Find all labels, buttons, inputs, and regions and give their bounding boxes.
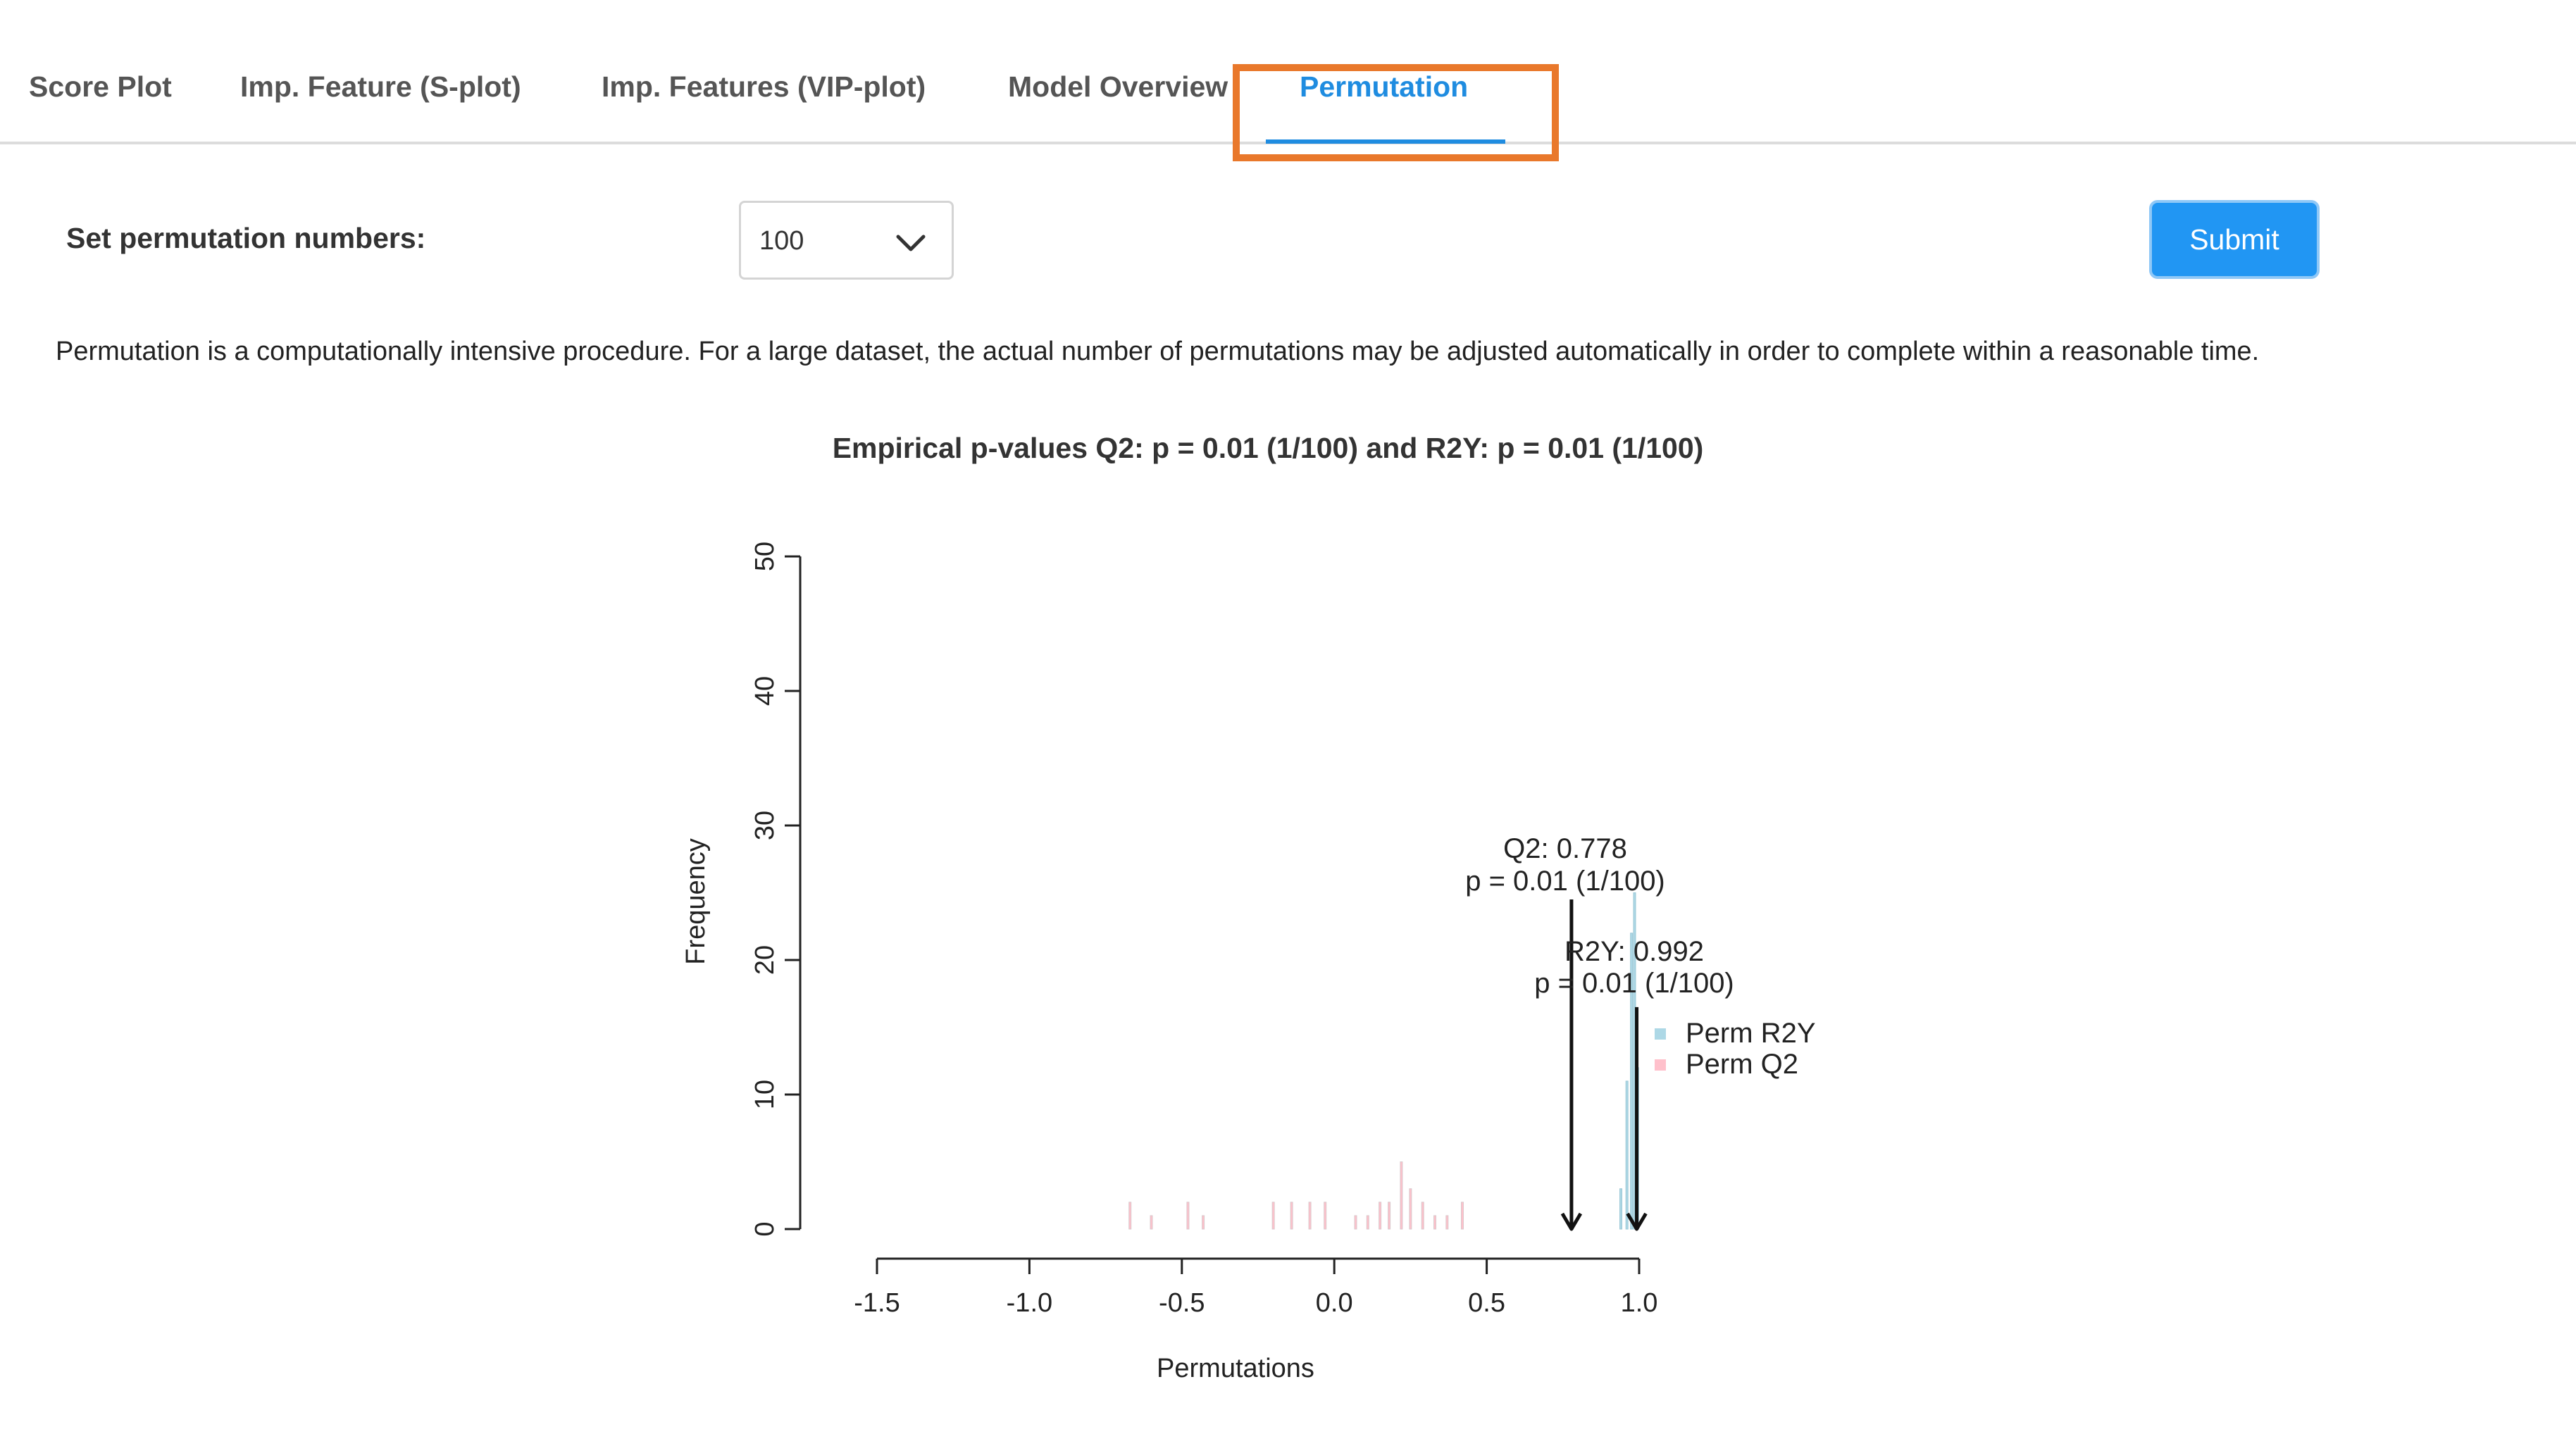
perm-r2y-bar [1625, 1080, 1629, 1230]
perm-q2-bar [1433, 1215, 1437, 1230]
permutation-note: Permutation is a computationally intensi… [56, 337, 2260, 366]
perm-q2-bar [1308, 1202, 1312, 1230]
x-tick-label: 0.0 [1316, 1288, 1353, 1318]
perm-q2-bar [1421, 1202, 1424, 1230]
tab-permutation[interactable]: Permutation [1300, 70, 1469, 103]
tab-vip-plot[interactable]: Imp. Features (VIP-plot) [602, 70, 926, 103]
x-tick-label: 0.5 [1468, 1288, 1505, 1318]
x-axis-title: Permutations [1157, 1354, 1314, 1383]
permutation-select-value: 100 [759, 226, 804, 256]
perm-q2-bar [1400, 1161, 1403, 1230]
legend-swatch [1655, 1059, 1666, 1071]
perm-q2-bar [1366, 1215, 1369, 1230]
y-axis-title: Frequency [681, 838, 711, 965]
perm-q2-bar [1128, 1202, 1132, 1230]
q2-arrow-head [1560, 1212, 1583, 1231]
y-tick-label: 50 [750, 542, 780, 571]
perm-q2-bar [1271, 1202, 1275, 1230]
perm-r2y-bar [1619, 1188, 1623, 1230]
y-tick-label: 30 [750, 811, 780, 840]
q2-annotation-value: Q2: 0.778 [1503, 833, 1627, 864]
legend-swatch [1655, 1028, 1666, 1040]
submit-button[interactable]: Submit [2149, 200, 2320, 279]
x-tick-label: -0.5 [1159, 1288, 1205, 1318]
tab-highlight-box [1233, 64, 1559, 161]
active-tab-indicator [1266, 139, 1505, 144]
perm-q2-bar [1460, 1202, 1464, 1230]
perm-q2-bar [1324, 1202, 1327, 1230]
y-tick-label: 20 [750, 945, 780, 975]
x-tick-label: -1.0 [1007, 1288, 1052, 1318]
perm-q2-bar [1379, 1202, 1382, 1230]
perm-q2-bar [1409, 1188, 1412, 1230]
legend-label: Perm Q2 [1686, 1049, 1798, 1080]
perm-q2-bar [1202, 1215, 1205, 1230]
permutation-number-select[interactable]: 100 [739, 201, 954, 280]
perm-q2-bar [1150, 1215, 1153, 1230]
y-tick-label: 10 [750, 1080, 780, 1109]
y-tick-label: 40 [750, 676, 780, 706]
tab-score-plot[interactable]: Score Plot [29, 70, 172, 103]
legend-label: Perm R2Y [1686, 1018, 1816, 1049]
x-tick-label: 1.0 [1621, 1288, 1658, 1318]
perm-q2-bar [1290, 1202, 1293, 1230]
y-tick-label: 0 [750, 1221, 780, 1236]
histogram-bars [1128, 892, 1639, 1230]
r2y-annotation-pvalue: p = 0.01 (1/100) [1534, 968, 1734, 999]
permutation-number-label: Set permutation numbers: [66, 222, 426, 254]
x-tick-label: -1.5 [854, 1288, 900, 1318]
r2y-annotation-value: R2Y: 0.992 [1564, 936, 1704, 967]
tab-bar: Score Plot Imp. Feature (S-plot) Imp. Fe… [0, 0, 2576, 144]
tab-model-overview[interactable]: Model Overview [1008, 70, 1228, 103]
perm-q2-bar [1186, 1202, 1190, 1230]
chart-axes: -1.5 -1.0 -0.5 0.0 0.5 1.0 Permutations 0 10 20 30… [681, 542, 1657, 1383]
tab-s-plot[interactable]: Imp. Feature (S-plot) [240, 70, 521, 103]
perm-q2-bar [1354, 1215, 1357, 1230]
r2y-arrow-head [1626, 1212, 1648, 1231]
chevron-down-icon [896, 235, 926, 251]
q2-annotation-pvalue: p = 0.01 (1/100) [1465, 866, 1665, 897]
chart-title: Empirical p-values Q2: p = 0.01 (1/100) … [832, 432, 1704, 464]
perm-q2-bar [1445, 1215, 1449, 1230]
perm-q2-bar [1388, 1202, 1391, 1230]
perm-r2y-bar [1630, 933, 1634, 1230]
